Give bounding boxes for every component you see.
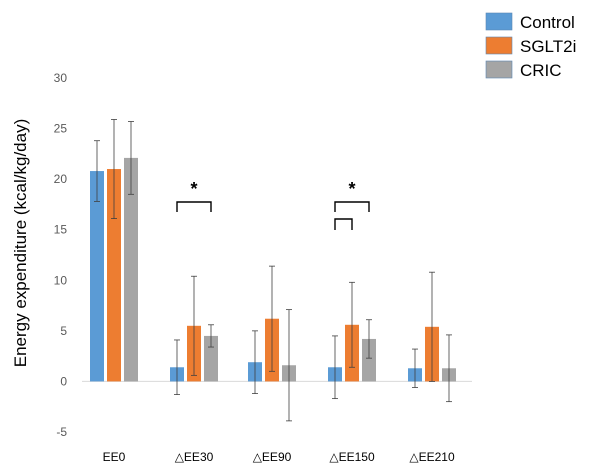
y-tick-label: 0 bbox=[60, 374, 67, 388]
legend-label-cric: CRIC bbox=[520, 61, 562, 80]
legend-swatch-cric bbox=[485, 60, 513, 79]
y-axis: -5 0 5 10 15 20 25 30 bbox=[54, 71, 68, 439]
y-tick-label: 30 bbox=[54, 71, 68, 85]
x-category-label: △EE30 bbox=[175, 450, 214, 463]
y-tick-label: 10 bbox=[54, 273, 68, 287]
y-tick-label: 25 bbox=[54, 122, 68, 136]
legend: Control SGLT2i CRIC bbox=[485, 12, 576, 80]
significance-star-ee150: * bbox=[348, 179, 355, 199]
y-tick-label: -5 bbox=[56, 425, 67, 439]
x-axis: EE0 △EE30 △EE90 △EE150 △EE210 bbox=[103, 450, 455, 463]
significance-bracket-ee150-outer bbox=[334, 201, 370, 212]
y-tick-label: 5 bbox=[60, 324, 67, 338]
x-category-label: △EE150 bbox=[329, 450, 375, 463]
significance-annotations: * * bbox=[176, 179, 370, 230]
y-tick-label: 15 bbox=[54, 223, 68, 237]
y-tick-label: 20 bbox=[54, 172, 68, 186]
bar-cric-1 bbox=[204, 335, 218, 382]
bar-control-0 bbox=[90, 171, 104, 382]
x-category-label: EE0 bbox=[103, 450, 126, 463]
bar-cric-3 bbox=[362, 338, 376, 382]
significance-star-ee30: * bbox=[190, 179, 197, 199]
legend-swatch-sglt2i bbox=[485, 36, 513, 55]
bar-sglt2i-0 bbox=[107, 169, 121, 382]
significance-bracket-ee150-inner bbox=[334, 218, 353, 230]
bar-cric-0 bbox=[124, 157, 138, 382]
bars-layer bbox=[90, 157, 456, 382]
legend-label-control: Control bbox=[520, 13, 575, 32]
significance-bracket-ee30 bbox=[176, 201, 212, 212]
x-category-label: △EE210 bbox=[409, 450, 455, 463]
y-axis-label: Energy expenditure (kcal/kg/day) bbox=[11, 119, 30, 368]
x-category-label: △EE90 bbox=[253, 450, 292, 463]
legend-swatch-control bbox=[485, 12, 513, 31]
legend-label-sglt2i: SGLT2i bbox=[520, 37, 576, 56]
error-bars-layer bbox=[94, 119, 452, 422]
